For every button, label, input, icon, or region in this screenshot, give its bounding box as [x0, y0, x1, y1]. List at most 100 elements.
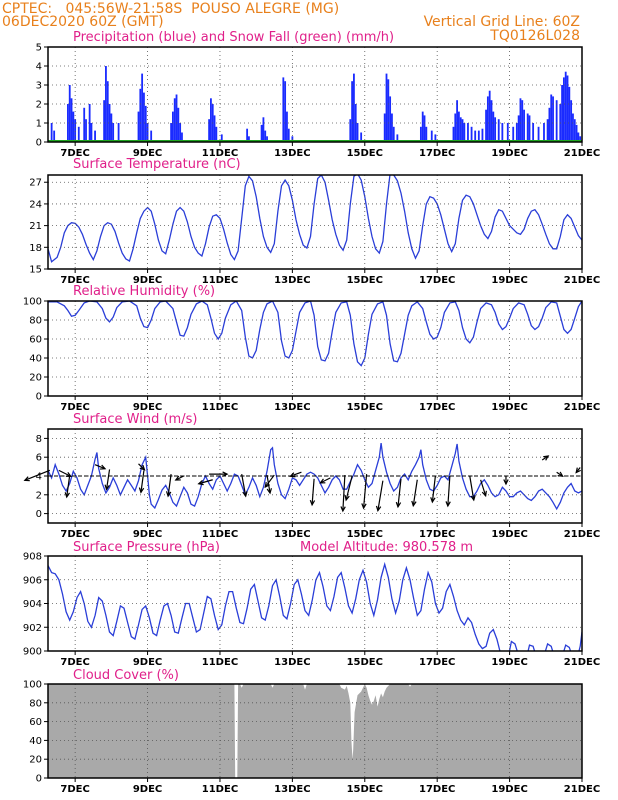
precip-bar: [423, 115, 426, 142]
y-tick-label: 27: [29, 178, 42, 189]
x-tick-label: 17DEC: [419, 402, 455, 413]
y-tick-label: 908: [23, 552, 42, 563]
x-tick-label: 11DEC: [202, 275, 238, 286]
wind-vector-arrowhead: [100, 464, 107, 470]
plot-pressure: 900 902 904 906 908 7DEC 9DEC 11DEC 13DEC 15DEC 17…: [23, 552, 600, 669]
x-tick-label: 13DEC: [274, 402, 310, 413]
y-tick-label: 2: [36, 490, 42, 501]
x-tick-label: 15DEC: [347, 402, 383, 413]
precip-bar: [573, 119, 576, 142]
wind-vector-arrow: [311, 478, 315, 505]
wind-vector-arrowhead: [65, 472, 73, 477]
x-tick-label: 21DEC: [564, 148, 600, 159]
precip-bar: [110, 113, 113, 142]
wind-vector-arrow: [342, 475, 346, 512]
wind-vector-arrow: [480, 479, 487, 496]
wind-vector-arrowhead: [289, 472, 296, 478]
wind-vector-arrowhead: [543, 455, 550, 461]
precip-bar: [356, 123, 359, 142]
wind-vector-arrowhead: [375, 505, 382, 513]
precip-bar: [72, 111, 75, 142]
x-tick-label: 11DEC: [202, 657, 238, 668]
precip-bar: [506, 123, 509, 142]
wind-vector-arrow: [290, 471, 302, 477]
y-tick-label: 8: [36, 434, 42, 445]
precip-bar: [208, 119, 211, 142]
precip-bar: [248, 136, 250, 142]
panel-title-pressure: Surface Pressure (hPa): [73, 540, 220, 555]
wind-vector-arrow: [266, 474, 271, 494]
plot-frame: [47, 46, 583, 143]
precip-bar: [175, 94, 178, 142]
x-tick-label: 15DEC: [347, 784, 383, 795]
y-tick-label: 100: [23, 297, 42, 308]
model-altitude: Model Altitude: 980.578 m: [300, 540, 473, 555]
x-tick-label: 13DEC: [274, 275, 310, 286]
precip-bar: [474, 130, 477, 142]
y-tick-label: 0: [36, 509, 42, 520]
precip-bar: [494, 117, 497, 142]
y-tick-label: 40: [29, 354, 42, 365]
precip-bar: [90, 123, 93, 142]
precip-bar: [266, 136, 268, 142]
plot-frame: [47, 174, 583, 270]
wind-vector-arrow: [447, 475, 451, 507]
precip-bar: [246, 128, 249, 142]
precip-bar: [419, 126, 422, 142]
precip-bar: [434, 134, 437, 142]
x-tick-label: 17DEC: [419, 275, 455, 286]
precip-bar: [172, 111, 174, 142]
precip-bar: [572, 113, 574, 142]
x-tick-label: 21DEC: [564, 784, 600, 795]
x-tick-label: 7DEC: [60, 402, 89, 413]
precip-bar: [497, 119, 500, 142]
precip-bar: [67, 104, 69, 142]
wind-vector-arrowhead: [361, 503, 367, 510]
panel-title-wind: Surface Wind (m/s): [73, 412, 197, 427]
precip-bar: [579, 136, 582, 142]
panel-cloud: Cloud Cover (%) 0 20 40 60 80 100 7DEC 9DEC 11DE…: [23, 668, 600, 795]
precip-bar: [264, 130, 267, 142]
precip-bar: [550, 94, 553, 142]
precip-bar: [88, 104, 91, 142]
precip-bar: [564, 71, 567, 142]
y-tick-label: 2: [36, 100, 42, 111]
x-tick-label: 21DEC: [564, 275, 600, 286]
precip-bar: [351, 81, 354, 142]
panel-title-temperature: Surface Temperature (nC): [73, 157, 241, 172]
precip-bar: [461, 119, 464, 142]
x-tick-label: 21DEC: [564, 529, 600, 540]
wind-vector-arrowhead: [575, 467, 581, 474]
precip-bar: [568, 86, 571, 142]
y-tick-label: 21: [29, 221, 42, 232]
x-tick-label: 15DEC: [347, 657, 383, 668]
wind-vector-arrowhead: [470, 495, 476, 502]
precip-bar: [512, 126, 515, 142]
x-tick-label: 19DEC: [491, 275, 527, 286]
precip-bar: [456, 100, 458, 142]
x-tick-label: 19DEC: [491, 657, 527, 668]
wind-vector-arrow: [377, 480, 384, 511]
wind-vector-arrowhead: [344, 494, 350, 502]
plot-cloud: 0 20 40 60 80 100 7DEC 9DEC 11DEC 13DEC 15DEC 17DEC…: [23, 680, 600, 796]
precip-bar: [562, 77, 565, 142]
precip-bar: [146, 123, 149, 142]
precip-bar: [488, 90, 491, 142]
precip-bar: [515, 123, 518, 142]
y-tick-label: 906: [23, 575, 42, 586]
panel-pressure: Surface Pressure (hPa) Model Altitude: 9…: [23, 540, 600, 668]
plot-precip: 0 1 2 3 4 5 7DEC 9DEC 11DEC 13DEC 15DEC 17DEC 19DEC 2…: [36, 43, 601, 160]
precip-bar: [526, 113, 529, 142]
x-tick-label: 11DEC: [202, 148, 238, 159]
y-tick-label: 20: [29, 373, 42, 384]
precip-bar: [477, 130, 480, 142]
precip-bar: [454, 113, 457, 142]
temperature-series-line: [48, 175, 582, 263]
precip-bar: [108, 104, 111, 142]
precip-bar: [577, 132, 580, 142]
precip-bar: [467, 123, 469, 142]
precip-bar: [519, 98, 522, 142]
x-tick-label: 15DEC: [347, 275, 383, 286]
precip-bar: [521, 100, 524, 142]
